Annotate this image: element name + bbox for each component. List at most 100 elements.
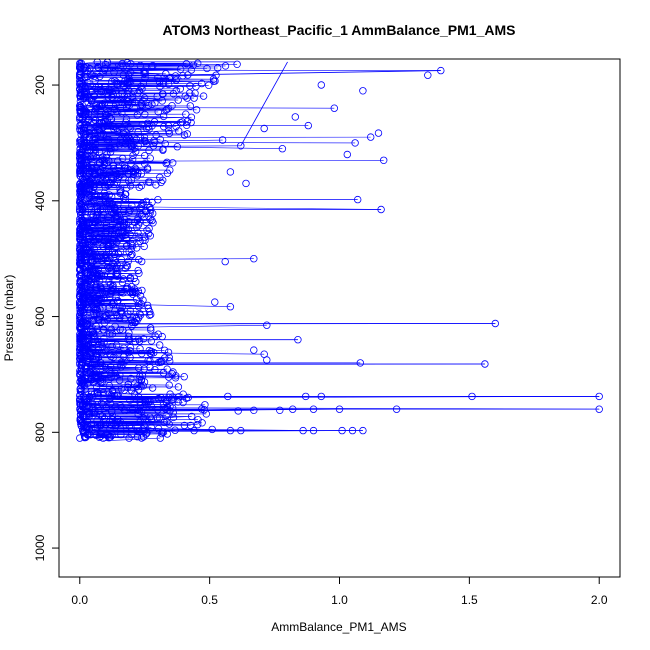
data-point <box>304 121 312 130</box>
data-point <box>104 93 112 101</box>
data-point <box>125 332 133 341</box>
data-point <box>137 382 145 390</box>
data-point <box>237 426 245 435</box>
data-point <box>111 144 119 152</box>
data-point <box>147 350 155 358</box>
data-point <box>90 135 98 143</box>
data-point <box>317 392 325 401</box>
data-point <box>127 142 135 151</box>
data-point <box>309 426 318 435</box>
data-point <box>92 283 100 291</box>
data-point <box>76 94 85 102</box>
data-point <box>155 341 164 349</box>
data-point <box>101 192 110 200</box>
data-point <box>145 224 153 233</box>
data-point <box>98 124 106 133</box>
data-point <box>152 181 160 189</box>
data-point <box>291 113 299 121</box>
data-point <box>193 420 202 429</box>
data-point <box>182 60 191 68</box>
data-point <box>186 82 194 90</box>
data-point <box>93 104 102 112</box>
series-segment <box>117 324 267 328</box>
data-point <box>149 219 157 227</box>
data-point <box>192 106 201 114</box>
data-point <box>93 59 101 66</box>
data-point <box>128 201 136 210</box>
data-point <box>114 391 122 399</box>
data-point <box>92 211 100 220</box>
data-point <box>123 89 131 98</box>
data-point <box>102 287 111 296</box>
data-point <box>111 86 120 95</box>
data-point <box>83 72 92 81</box>
data-point <box>174 96 182 104</box>
series-segment <box>240 61 288 147</box>
data-point <box>186 421 195 430</box>
data-point <box>147 401 155 410</box>
data-point <box>119 289 127 297</box>
data-point <box>107 373 115 382</box>
data-point <box>116 63 125 71</box>
data-point <box>165 353 173 362</box>
data-point <box>100 157 108 165</box>
data-point <box>120 82 128 91</box>
data-point <box>144 397 153 406</box>
series-segment <box>113 323 496 325</box>
data-point <box>179 398 187 407</box>
data-point <box>109 354 117 362</box>
data-point <box>107 408 116 416</box>
y-axis-label: Pressure (mbar) <box>2 275 16 362</box>
data-point <box>93 416 101 424</box>
data-point <box>124 380 133 388</box>
data-point <box>104 242 112 250</box>
data-point <box>119 360 127 368</box>
data-point <box>85 287 94 295</box>
data-point <box>102 224 110 233</box>
data-point <box>115 314 124 322</box>
data-point <box>150 138 159 146</box>
data-point <box>109 63 117 71</box>
data-point <box>211 298 219 306</box>
data-point <box>133 223 141 232</box>
data-point <box>105 135 113 144</box>
series-segment <box>141 145 241 147</box>
data-point <box>153 406 162 414</box>
data-point <box>137 257 146 266</box>
data-point <box>85 102 94 111</box>
data-point <box>335 405 344 413</box>
data-point <box>91 406 99 414</box>
data-point <box>136 210 144 218</box>
data-point <box>169 409 177 417</box>
data-point <box>113 81 122 89</box>
data-point <box>106 289 115 297</box>
data-point <box>189 61 197 69</box>
data-point <box>142 430 150 438</box>
data-point <box>106 421 114 429</box>
data-point <box>162 411 170 420</box>
data-point <box>123 164 132 173</box>
data-point <box>165 420 173 428</box>
data-point <box>190 94 198 102</box>
data-point <box>134 410 142 418</box>
data-point <box>131 390 139 398</box>
data-point <box>120 314 128 323</box>
data-point <box>125 86 133 94</box>
data-point <box>138 120 146 129</box>
series-segment <box>92 70 441 77</box>
data-point <box>85 129 94 137</box>
data-point <box>99 389 107 397</box>
data-point <box>103 135 111 144</box>
data-point <box>176 118 185 127</box>
data-point <box>234 407 242 415</box>
data-point <box>124 310 132 318</box>
data-point <box>93 204 102 213</box>
data-point <box>124 349 132 357</box>
data-point <box>250 255 258 263</box>
data-point <box>149 142 158 150</box>
data-point <box>146 178 154 186</box>
data-point <box>139 433 148 441</box>
data-point <box>122 234 130 242</box>
data-point <box>164 122 173 130</box>
data-point <box>468 392 476 401</box>
